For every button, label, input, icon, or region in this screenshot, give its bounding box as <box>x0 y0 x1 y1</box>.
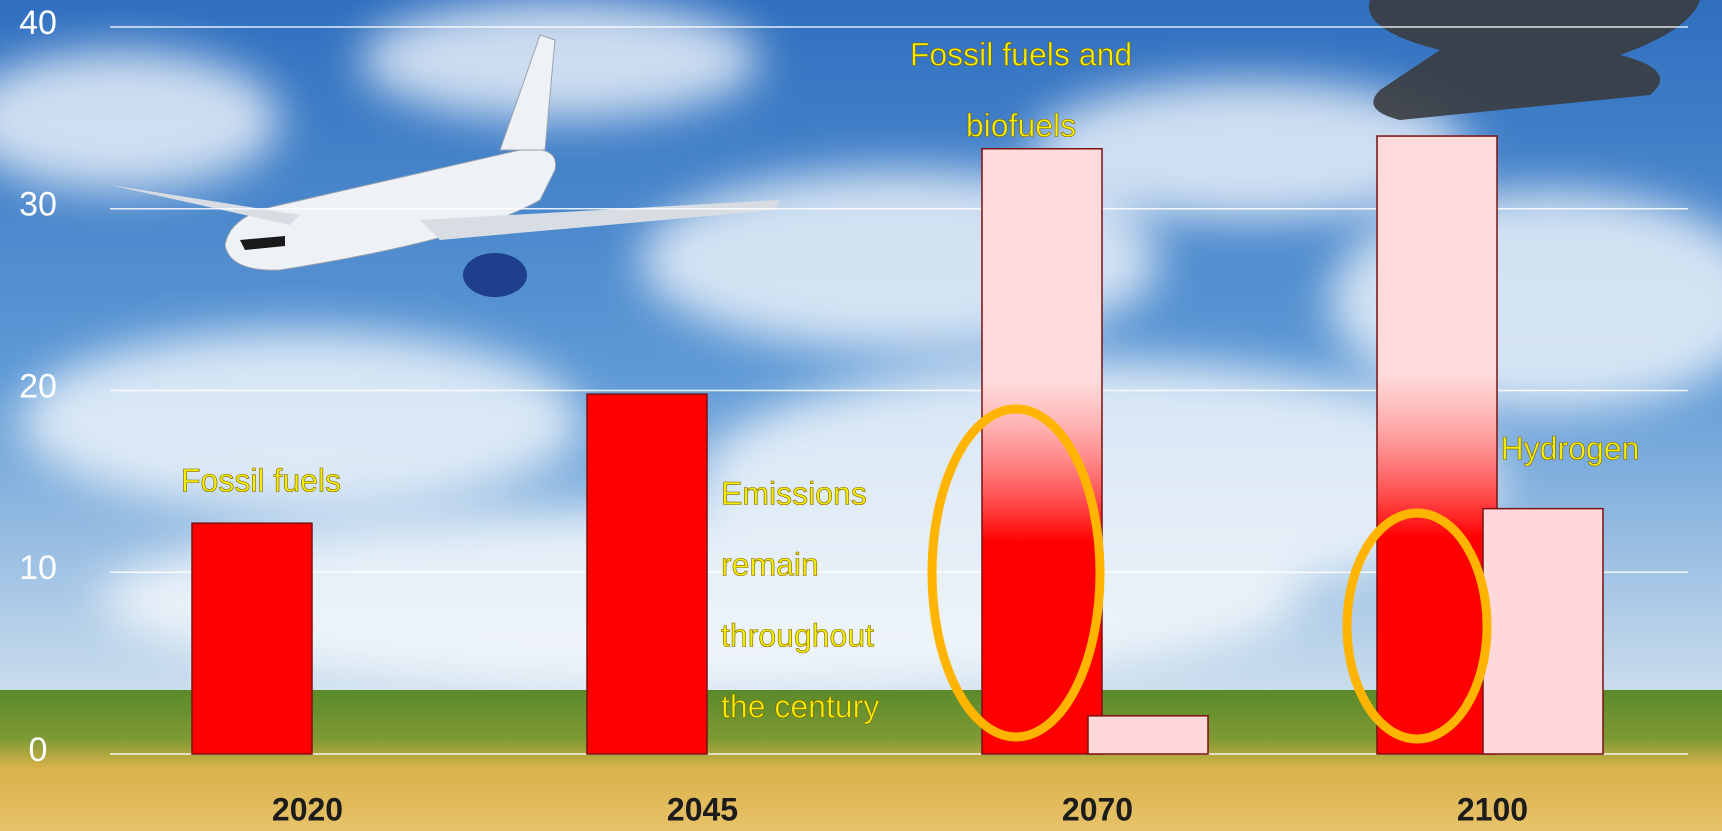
x-tick-label: 2100 <box>1457 791 1528 827</box>
annotation: Hydrogen <box>1501 430 1640 466</box>
bar <box>981 148 1103 755</box>
x-tick-label: 2045 <box>667 791 738 827</box>
labels: 0 10 20 30 40 2020 2045 2070 2100 Fossil fuels Emi… <box>19 4 1640 827</box>
futuristic-aircraft <box>1368 0 1700 120</box>
annotation: Fossil fuels and <box>910 36 1132 72</box>
x-tick-label: 2070 <box>1062 791 1133 827</box>
y-tick-label: 30 <box>19 186 57 224</box>
y-tick-label: 40 <box>19 4 57 42</box>
highlight-ellipse <box>1342 508 1492 744</box>
x-tick-label: 2020 <box>272 791 343 827</box>
bar <box>1482 507 1604 755</box>
annotation: biofuels <box>966 107 1076 143</box>
annotation: Emissions <box>721 475 867 511</box>
airplane <box>110 34 780 297</box>
annotation: Fossil fuels <box>181 462 341 498</box>
bar <box>586 393 708 755</box>
bar <box>1087 715 1209 755</box>
highlight-ellipse <box>927 404 1105 742</box>
bar <box>191 522 313 755</box>
annotation: the century <box>721 688 879 724</box>
y-tick-label: 10 <box>19 549 57 587</box>
bar <box>1376 135 1498 755</box>
bars <box>191 135 1604 755</box>
annotation: throughout <box>721 617 874 653</box>
y-tick-label: 0 <box>29 731 48 769</box>
y-tick-label: 20 <box>19 367 57 405</box>
annotation: remain <box>721 546 819 582</box>
